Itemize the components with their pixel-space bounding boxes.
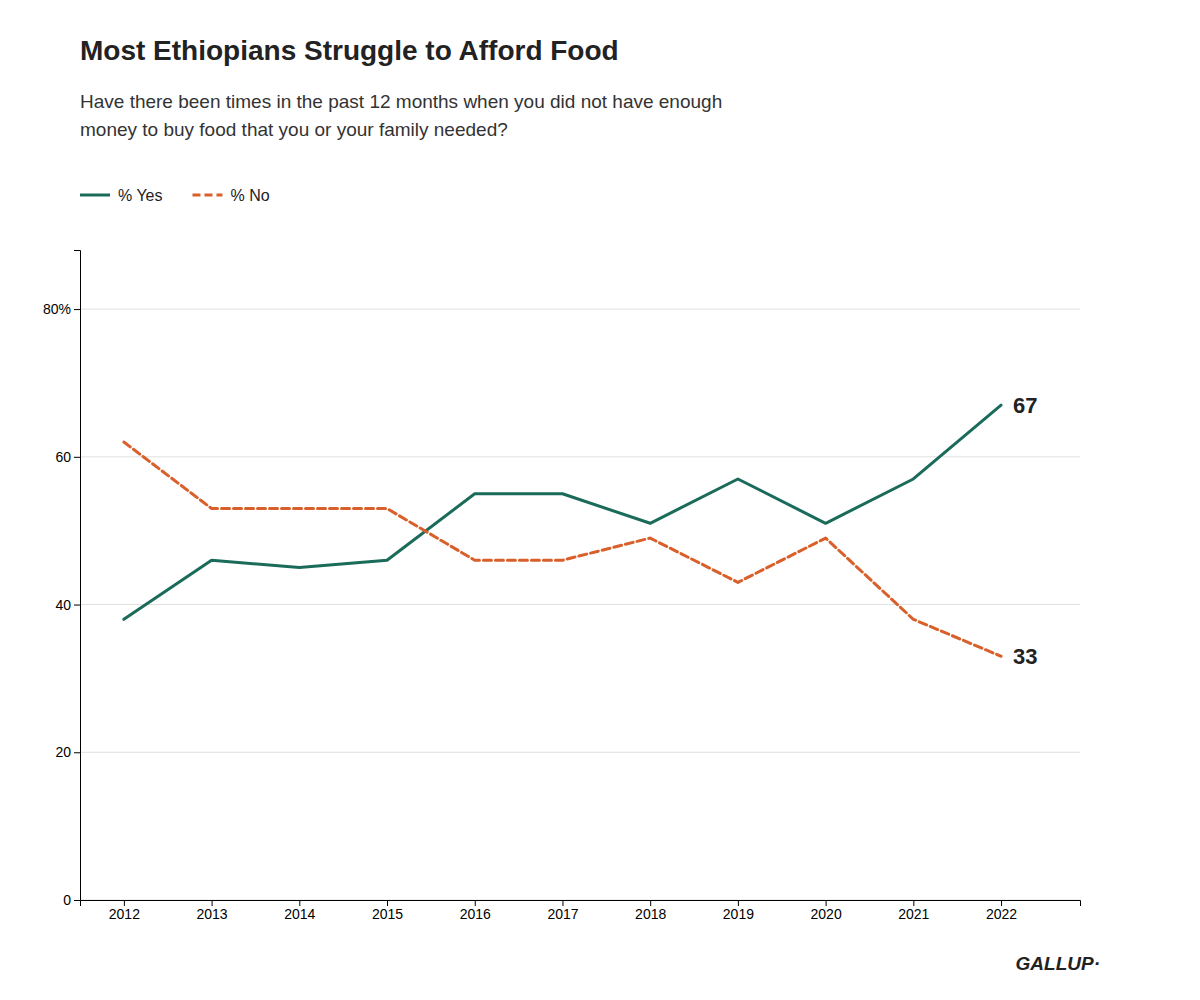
tick-label: 2021: [898, 906, 929, 922]
end-label: 67: [1013, 393, 1037, 418]
annotations: 67 33: [1013, 393, 1037, 669]
tick: 2017: [547, 900, 578, 922]
tick-label: 2020: [811, 906, 842, 922]
tick: 2021: [898, 900, 929, 922]
grid-line: [80, 752, 1080, 753]
line: [124, 405, 1001, 619]
grid: [80, 309, 1080, 900]
tick-label: 80%: [43, 301, 71, 317]
axis-line: [74, 251, 81, 901]
grid-line: [80, 456, 1080, 457]
tick-mark: [74, 309, 80, 310]
plot: 020406080%201220132014201520162017201820…: [43, 251, 1081, 922]
tick-label: 2022: [986, 906, 1017, 922]
end-label: 33: [1013, 644, 1037, 669]
source: GALLUP·: [1016, 953, 1100, 974]
subtitle: Have there been times in the past 12 mon…: [80, 91, 722, 112]
marks: [124, 405, 1001, 656]
legend: % Yes % No: [80, 187, 270, 204]
tick-label: 2015: [372, 906, 403, 922]
legend-label: % Yes: [118, 187, 162, 204]
tick: 0: [63, 892, 80, 908]
tick-label: 2019: [723, 906, 754, 922]
tick-label: 40: [55, 597, 71, 613]
tick: 60: [55, 449, 80, 465]
line: [124, 442, 1001, 656]
tick-label: 2017: [547, 906, 578, 922]
tick-label: 60: [55, 449, 71, 465]
tick-label: 2014: [284, 906, 315, 922]
tick-label: 2016: [460, 906, 491, 922]
tick: 2016: [460, 900, 491, 922]
tick: 2013: [197, 900, 228, 922]
tick: 2022: [986, 900, 1017, 922]
tick: 2020: [811, 900, 842, 922]
grid-line: [80, 309, 1080, 310]
chart: Most Ethiopians Struggle to Afford Food H…: [0, 0, 1200, 1000]
tick-label: 2013: [197, 906, 228, 922]
x-axis: 2012 2013 2014 2015 2016 2017 2018 2019 2020 2021…: [81, 900, 1081, 922]
tick-label: 0: [63, 892, 71, 908]
legend-item: % No: [192, 187, 269, 204]
tick: 20: [55, 744, 80, 760]
tick: 80%: [43, 301, 80, 317]
legend-label: % No: [230, 187, 269, 204]
tick-label: 20: [55, 744, 71, 760]
tick: 2012: [109, 900, 140, 922]
tick-mark: [74, 752, 80, 753]
legend-swatch: [192, 194, 222, 197]
tick-mark: [74, 605, 80, 606]
grid-line: [80, 604, 1080, 605]
tick-label: 2018: [635, 906, 666, 922]
y-axis: 0 20 40 60 80%: [43, 251, 81, 908]
tick-mark: [74, 900, 80, 901]
tick-label: 2012: [109, 906, 140, 922]
legend-item: % Yes: [80, 187, 162, 204]
tick-mark: [74, 457, 80, 458]
subtitle: money to buy food that you or your famil…: [80, 119, 508, 140]
title: Most Ethiopians Struggle to Afford Food: [80, 35, 619, 66]
tick: 40: [55, 597, 80, 613]
axis-line: [81, 901, 1081, 907]
tick: 2014: [284, 900, 315, 922]
legend-swatch: [80, 194, 110, 197]
tick: 2018: [635, 900, 666, 922]
tick: 2019: [723, 900, 754, 922]
tick: 2015: [372, 900, 403, 922]
